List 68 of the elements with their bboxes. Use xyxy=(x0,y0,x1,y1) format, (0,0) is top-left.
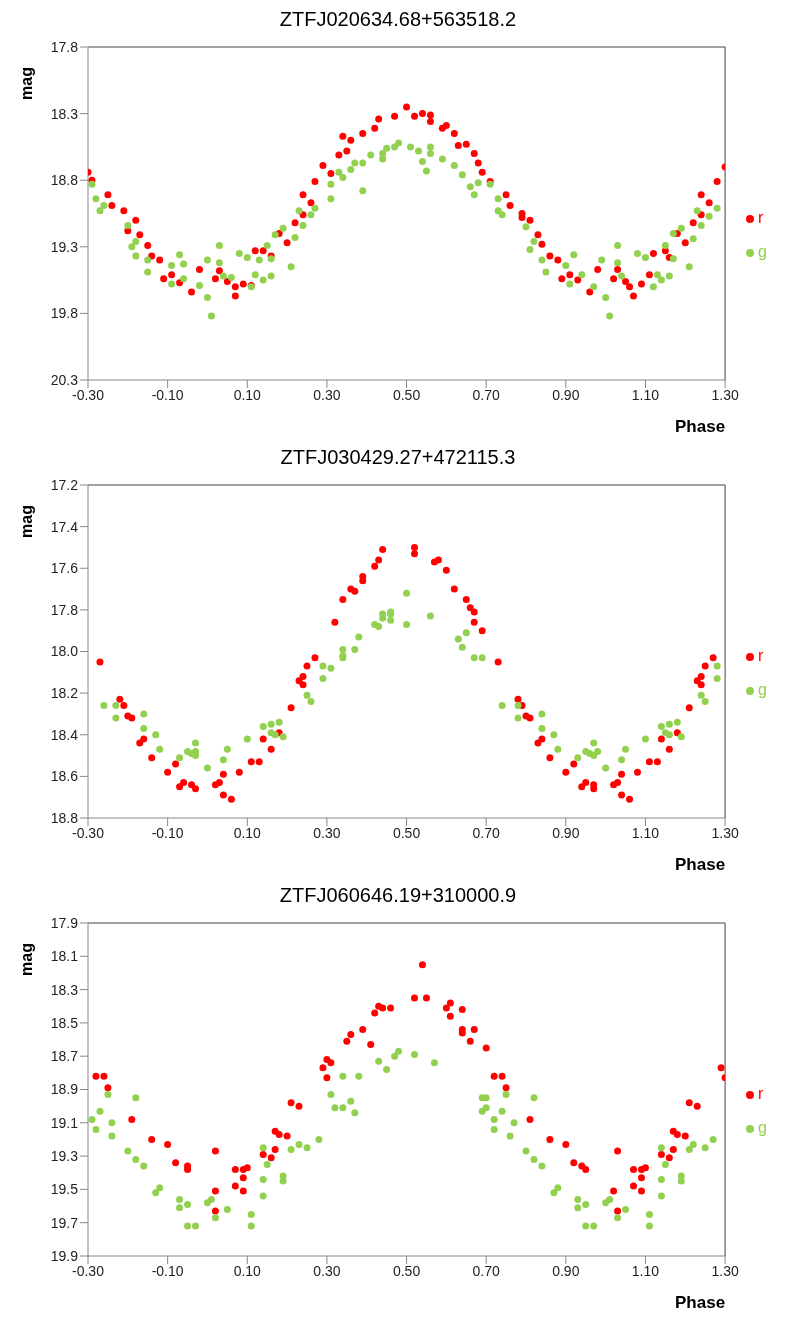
x-tick-label: 0.70 xyxy=(472,824,501,841)
y-tick-label: 19.1 xyxy=(50,1114,79,1131)
legend-label: r xyxy=(758,209,764,226)
y-tick-label: 17.8 xyxy=(50,601,79,618)
x-tick-label: 0.10 xyxy=(233,386,262,403)
chart-title: ZTFJ060646.19+310000.9 xyxy=(278,884,518,908)
y-tick-label: 18.3 xyxy=(50,981,79,998)
y-tick-label: 17.8 xyxy=(50,38,79,55)
y-tick-label: 17.2 xyxy=(50,476,79,493)
y-tick-label: 17.9 xyxy=(50,914,79,931)
y-tick-label: 17.4 xyxy=(50,518,79,535)
y-tick-label: 18.0 xyxy=(50,643,79,660)
y-tick-label: 19.3 xyxy=(50,1148,79,1165)
x-tick-label: 0.90 xyxy=(552,386,580,403)
chart-title: ZTFJ030429.27+472115.3 xyxy=(279,446,517,470)
y-tick-label: 19.3 xyxy=(50,238,79,255)
x-tick-label: 0.10 xyxy=(233,824,262,841)
legend-label: g xyxy=(758,243,767,260)
legend-label: r xyxy=(758,1085,764,1102)
x-tick-label: 0.90 xyxy=(552,824,580,841)
chart-title: ZTFJ020634.68+563518.2 xyxy=(278,8,518,32)
x-tick-label: 0.50 xyxy=(392,824,421,841)
x-tick-label: 1.30 xyxy=(711,1262,739,1279)
x-tick-label: 1.10 xyxy=(631,386,660,403)
y-tick-label: 19.8 xyxy=(50,305,79,322)
x-tick-label: 0.70 xyxy=(472,386,501,403)
x-tick-label: 0.30 xyxy=(313,1262,341,1279)
y-tick-label: 18.5 xyxy=(50,1014,79,1031)
y-tick-label: 18.1 xyxy=(50,948,79,965)
x-tick-label: -0.10 xyxy=(151,824,184,841)
x-tick-label: 0.50 xyxy=(392,386,421,403)
x-tick-label: -0.10 xyxy=(151,1262,184,1279)
x-tick-label: 0.50 xyxy=(392,1262,421,1279)
x-tick-label: 1.30 xyxy=(711,824,739,841)
y-tick-label: 18.9 xyxy=(50,1081,79,1098)
y-axis-title: mag xyxy=(18,67,35,100)
y-tick-label: 20.3 xyxy=(50,371,79,388)
x-tick-label: 1.10 xyxy=(631,1262,660,1279)
x-tick-label: 0.30 xyxy=(313,824,341,841)
y-tick-label: 19.5 xyxy=(50,1181,79,1198)
x-tick-label: 0.30 xyxy=(313,386,341,403)
legend-label: r xyxy=(758,647,764,664)
x-axis-title: Phase xyxy=(675,855,726,874)
x-tick-label: 0.70 xyxy=(472,1262,501,1279)
x-tick-label: -0.30 xyxy=(72,824,105,841)
y-tick-label: 18.2 xyxy=(50,685,79,702)
legend-label: g xyxy=(758,1119,767,1136)
x-tick-label: 1.30 xyxy=(711,386,739,403)
y-tick-label: 18.8 xyxy=(50,172,79,189)
x-tick-label: -0.10 xyxy=(151,386,184,403)
x-axis-title: Phase xyxy=(675,417,726,436)
x-axis-title: Phase xyxy=(675,1293,726,1312)
y-tick-label: 18.3 xyxy=(50,105,79,122)
y-tick-label: 18.4 xyxy=(50,726,79,743)
y-axis-title: mag xyxy=(18,505,35,538)
y-tick-label: 18.6 xyxy=(50,768,79,785)
y-tick-label: 17.6 xyxy=(50,560,79,577)
y-tick-label: 19.9 xyxy=(50,1247,79,1264)
x-tick-label: -0.30 xyxy=(72,386,105,403)
x-tick-label: 0.10 xyxy=(233,1262,262,1279)
y-tick-label: 18.8 xyxy=(50,809,79,826)
legend-label: g xyxy=(758,681,767,698)
y-tick-label: 19.7 xyxy=(50,1214,79,1231)
y-tick-label: 18.7 xyxy=(50,1048,79,1065)
x-tick-label: -0.30 xyxy=(72,1262,105,1279)
x-tick-label: 1.10 xyxy=(631,824,660,841)
y-axis-title: mag xyxy=(18,943,35,976)
x-tick-label: 0.90 xyxy=(552,1262,580,1279)
